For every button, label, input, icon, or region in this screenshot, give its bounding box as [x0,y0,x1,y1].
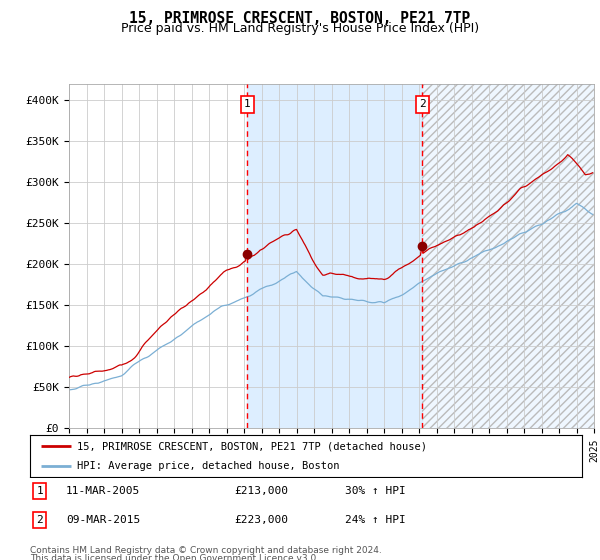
Text: 2: 2 [419,100,425,110]
Bar [247,84,422,428]
Text: £213,000: £213,000 [234,486,288,496]
Text: Price paid vs. HM Land Registry's House Price Index (HPI): Price paid vs. HM Land Registry's House … [121,22,479,35]
Text: 1: 1 [37,486,43,496]
Text: 15, PRIMROSE CRESCENT, BOSTON, PE21 7TP: 15, PRIMROSE CRESCENT, BOSTON, PE21 7TP [130,11,470,26]
Text: 09-MAR-2015: 09-MAR-2015 [66,515,140,525]
Text: 1: 1 [244,100,251,110]
Text: This data is licensed under the Open Government Licence v3.0.: This data is licensed under the Open Gov… [30,554,319,560]
Text: £223,000: £223,000 [234,515,288,525]
Text: 2: 2 [37,515,43,525]
Text: 15, PRIMROSE CRESCENT, BOSTON, PE21 7TP (detached house): 15, PRIMROSE CRESCENT, BOSTON, PE21 7TP … [77,441,427,451]
Text: 30% ↑ HPI: 30% ↑ HPI [344,486,406,496]
Text: HPI: Average price, detached house, Boston: HPI: Average price, detached house, Bost… [77,461,340,471]
Text: 11-MAR-2005: 11-MAR-2005 [66,486,140,496]
Bar [422,84,594,428]
Text: 24% ↑ HPI: 24% ↑ HPI [344,515,406,525]
Text: Contains HM Land Registry data © Crown copyright and database right 2024.: Contains HM Land Registry data © Crown c… [30,546,382,555]
Bar [422,84,594,428]
